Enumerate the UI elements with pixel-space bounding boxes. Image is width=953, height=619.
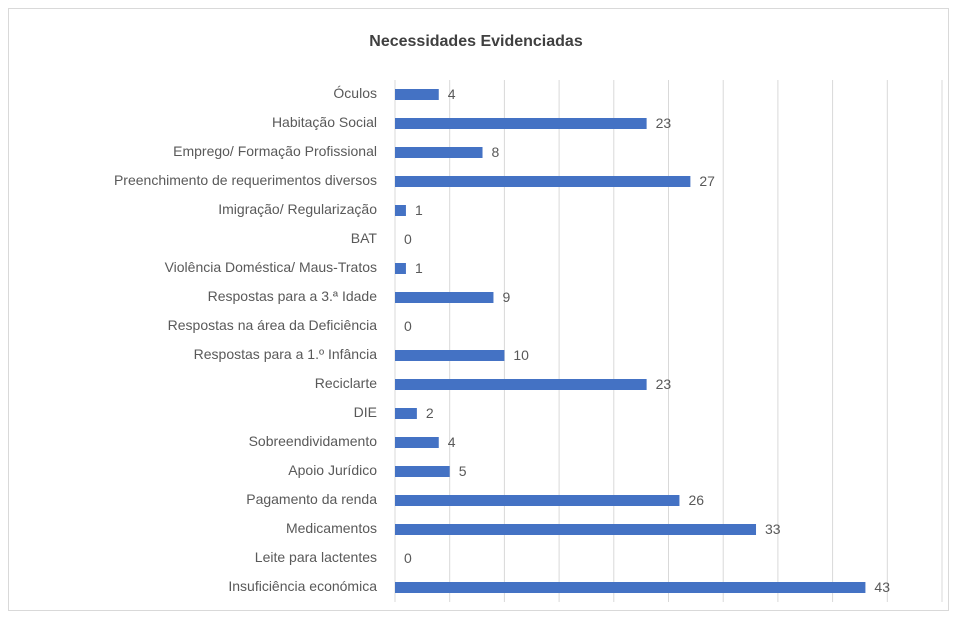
bar <box>395 118 647 129</box>
data-label: 43 <box>874 579 890 595</box>
y-tick-label: Respostas para a 1.º Infância <box>194 346 378 362</box>
bar <box>395 176 691 187</box>
data-label: 10 <box>513 347 529 363</box>
y-tick-label: Imigração/ Regularização <box>218 201 377 217</box>
y-tick-label: Habitação Social <box>272 114 377 130</box>
y-tick-label: Apoio Jurídico <box>288 462 377 478</box>
bar <box>395 147 483 158</box>
chart-border <box>8 8 949 611</box>
data-label: 23 <box>656 115 672 131</box>
bar <box>395 408 417 419</box>
bar <box>395 524 757 535</box>
bar <box>395 263 406 274</box>
bar <box>395 466 450 477</box>
data-label: 8 <box>492 144 500 160</box>
y-tick-label: Sobreendividamento <box>249 433 378 449</box>
chart-title: Necessidades Evidenciadas <box>369 33 583 50</box>
data-label: 1 <box>415 202 423 218</box>
bar <box>395 495 680 506</box>
data-label: 9 <box>502 289 510 305</box>
bar <box>395 89 439 100</box>
y-tick-label: Insuficiência económica <box>228 578 377 594</box>
y-tick-label: Respostas para a 3.ª Idade <box>208 288 378 304</box>
y-tick-label: BAT <box>351 230 378 246</box>
data-label: 33 <box>765 521 781 537</box>
y-tick-label: Medicamentos <box>286 520 377 536</box>
bar <box>395 379 647 390</box>
y-tick-label: Emprego/ Formação Profissional <box>173 143 377 159</box>
bar <box>395 437 439 448</box>
y-tick-label: Óculos <box>333 85 377 101</box>
data-label: 1 <box>415 260 423 276</box>
data-label: 27 <box>699 173 715 189</box>
data-label: 0 <box>404 231 412 247</box>
data-label: 4 <box>448 434 456 450</box>
y-tick-label: Violência Doméstica/ Maus-Tratos <box>165 259 377 275</box>
data-label: 0 <box>404 550 412 566</box>
data-label: 2 <box>426 405 434 421</box>
data-label: 0 <box>404 318 412 334</box>
y-tick-label: Pagamento da renda <box>246 491 377 507</box>
bar <box>395 582 866 593</box>
data-label: 4 <box>448 86 456 102</box>
y-tick-label: Preenchimento de requerimentos diversos <box>114 172 377 188</box>
data-label: 5 <box>459 463 467 479</box>
y-tick-label: DIE <box>354 404 377 420</box>
bar <box>395 205 406 216</box>
bar <box>395 292 494 303</box>
data-label: 23 <box>656 376 672 392</box>
y-tick-label: Reciclarte <box>315 375 377 391</box>
y-tick-label: Leite para lactentes <box>255 549 377 565</box>
bar <box>395 350 505 361</box>
y-tick-label: Respostas na área da Deficiência <box>168 317 378 333</box>
data-label: 26 <box>688 492 704 508</box>
